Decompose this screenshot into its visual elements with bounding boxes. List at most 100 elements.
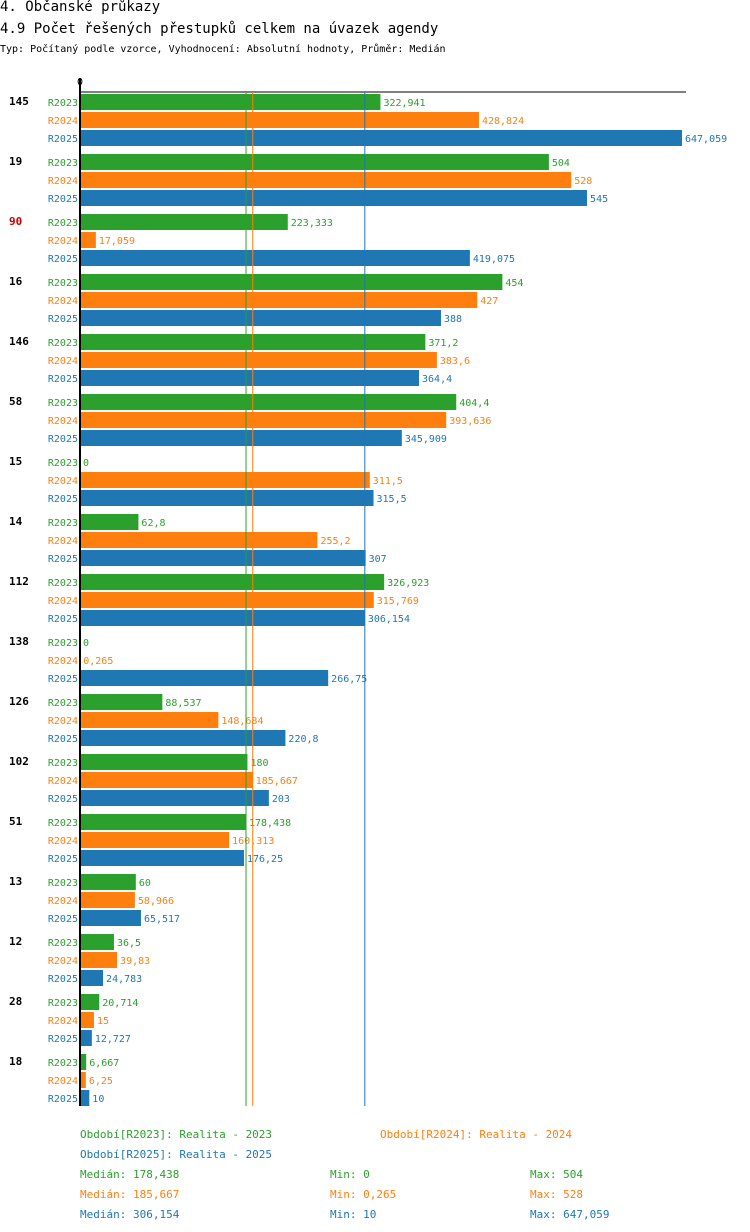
value-label: 454	[505, 278, 523, 289]
legend-median-r2025: Medián: 306,154	[80, 1208, 180, 1221]
group-label: 12	[9, 935, 22, 948]
bar	[80, 490, 374, 506]
value-label: 364,4	[422, 374, 452, 385]
value-label: 255,2	[320, 536, 350, 547]
series-label: R2024	[48, 356, 78, 367]
series-label: R2025	[48, 674, 78, 685]
series-label: R2024	[48, 716, 78, 727]
series-label: R2025	[48, 554, 78, 565]
value-label: 404,4	[459, 398, 489, 409]
bar	[80, 832, 230, 848]
bar	[80, 874, 136, 890]
value-label: 647,059	[685, 134, 727, 145]
value-label: 528	[574, 176, 592, 187]
series-label: R2025	[48, 914, 78, 925]
series-label: R2025	[48, 1094, 78, 1105]
series-label: R2025	[48, 974, 78, 985]
series-label: R2023	[48, 878, 78, 889]
series-label: R2023	[48, 638, 78, 649]
series-label: R2023	[48, 518, 78, 529]
legend-max-r2025: Max: 647,059	[530, 1208, 610, 1221]
bar	[80, 352, 437, 368]
bar	[80, 952, 118, 968]
series-label: R2023	[48, 818, 78, 829]
legend-median-r2023: Medián: 178,438	[80, 1168, 180, 1181]
value-label: 203	[272, 794, 290, 805]
value-label: 220,8	[288, 734, 318, 745]
value-label: 266,75	[331, 674, 367, 685]
series-label: R2024	[48, 596, 78, 607]
bar	[80, 814, 247, 830]
bar	[80, 1090, 90, 1106]
bar	[80, 370, 420, 386]
group-label: 102	[9, 755, 29, 768]
bar	[80, 694, 163, 710]
value-label: 345,909	[405, 434, 447, 445]
value-label: 88,537	[165, 698, 201, 709]
value-label: 545	[590, 194, 608, 205]
group-label: 126	[9, 695, 29, 708]
bar	[80, 112, 479, 128]
bar	[80, 910, 141, 926]
value-label: 6,25	[89, 1076, 113, 1087]
bar	[80, 274, 503, 290]
chart-title: 4.9 Počet řešených přestupků celkem na ú…	[0, 21, 439, 37]
series-label: R2024	[48, 236, 78, 247]
legend-min-r2024: Min: 0,265	[330, 1188, 397, 1201]
series-label: R2023	[48, 158, 78, 169]
value-label: 17,059	[99, 236, 135, 247]
value-label: 39,83	[120, 956, 150, 967]
series-label: R2023	[48, 698, 78, 709]
group-label: 15	[9, 455, 22, 468]
series-label: R2025	[48, 854, 78, 865]
bar	[80, 970, 104, 986]
series-label: R2025	[48, 194, 78, 205]
bar	[80, 574, 385, 590]
bar	[80, 1030, 92, 1046]
legend-max-r2024: Max: 528	[530, 1188, 583, 1201]
bar	[80, 94, 381, 110]
legend-period-r2025: Období[R2025]: Realita - 2025	[80, 1148, 273, 1161]
series-label: R2025	[48, 794, 78, 805]
bar	[80, 190, 588, 206]
group-label: 58	[9, 395, 22, 408]
bar	[80, 154, 549, 170]
bar	[80, 670, 329, 686]
series-label: R2024	[48, 296, 78, 307]
bar	[80, 994, 100, 1010]
series-label: R2023	[48, 998, 78, 1009]
series-label: R2024	[48, 836, 78, 847]
value-label: 427	[480, 296, 498, 307]
bar	[80, 550, 366, 566]
value-label: 388	[444, 314, 462, 325]
bar	[80, 772, 253, 788]
value-label: 419,075	[473, 254, 515, 265]
group-label: 13	[9, 875, 22, 888]
value-label: 12,727	[95, 1034, 131, 1045]
value-label: 0	[83, 638, 89, 649]
value-label: 15	[97, 1016, 109, 1027]
bar	[80, 1012, 94, 1028]
value-label: 185,667	[256, 776, 298, 787]
series-label: R2025	[48, 734, 78, 745]
bar	[80, 292, 478, 308]
series-label: R2024	[48, 416, 78, 427]
series-label: R2023	[48, 338, 78, 349]
bar	[80, 712, 219, 728]
bar	[80, 730, 286, 746]
series-label: R2025	[48, 434, 78, 445]
bar	[80, 610, 365, 626]
value-label: 178,438	[249, 818, 291, 829]
series-label: R2023	[48, 758, 78, 769]
series-label: R2024	[48, 956, 78, 967]
bar	[80, 514, 139, 530]
series-label: R2023	[48, 278, 78, 289]
series-label: R2025	[48, 134, 78, 145]
group-label: 51	[9, 815, 23, 828]
bar-chart: 0 145 R2023 322,941 R2024 428,824 R2025 647,059…	[9, 77, 727, 1106]
bar	[80, 532, 318, 548]
series-label: R2024	[48, 1076, 78, 1087]
series-label: R2023	[48, 398, 78, 409]
series-label: R2024	[48, 536, 78, 547]
value-label: 307	[369, 554, 387, 565]
